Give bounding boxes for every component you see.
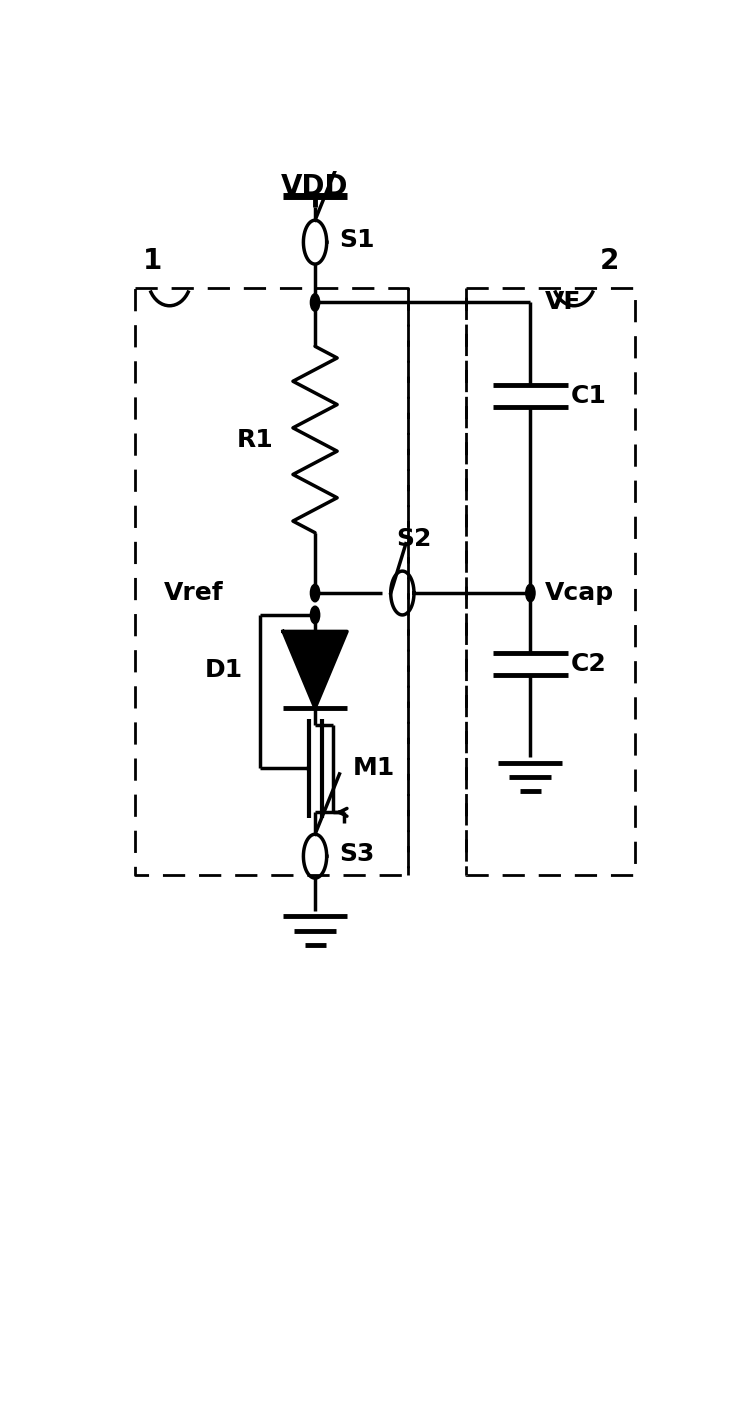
Text: M1: M1 (353, 756, 395, 780)
Text: C1: C1 (572, 383, 607, 407)
Text: 2: 2 (600, 246, 620, 275)
Text: 1: 1 (143, 246, 163, 275)
Text: Vref: Vref (164, 581, 223, 605)
Circle shape (310, 293, 320, 312)
Text: D1: D1 (204, 658, 243, 682)
Circle shape (310, 584, 320, 602)
Text: VDD: VDD (282, 174, 348, 201)
Polygon shape (283, 631, 347, 708)
Circle shape (526, 584, 535, 602)
Text: VF: VF (545, 290, 581, 315)
Text: R1: R1 (237, 427, 273, 451)
Text: S3: S3 (339, 842, 375, 866)
Text: S2: S2 (397, 527, 432, 551)
Text: Vcap: Vcap (545, 581, 614, 605)
Text: S1: S1 (339, 228, 375, 252)
Circle shape (310, 607, 320, 624)
Text: C2: C2 (572, 652, 607, 676)
